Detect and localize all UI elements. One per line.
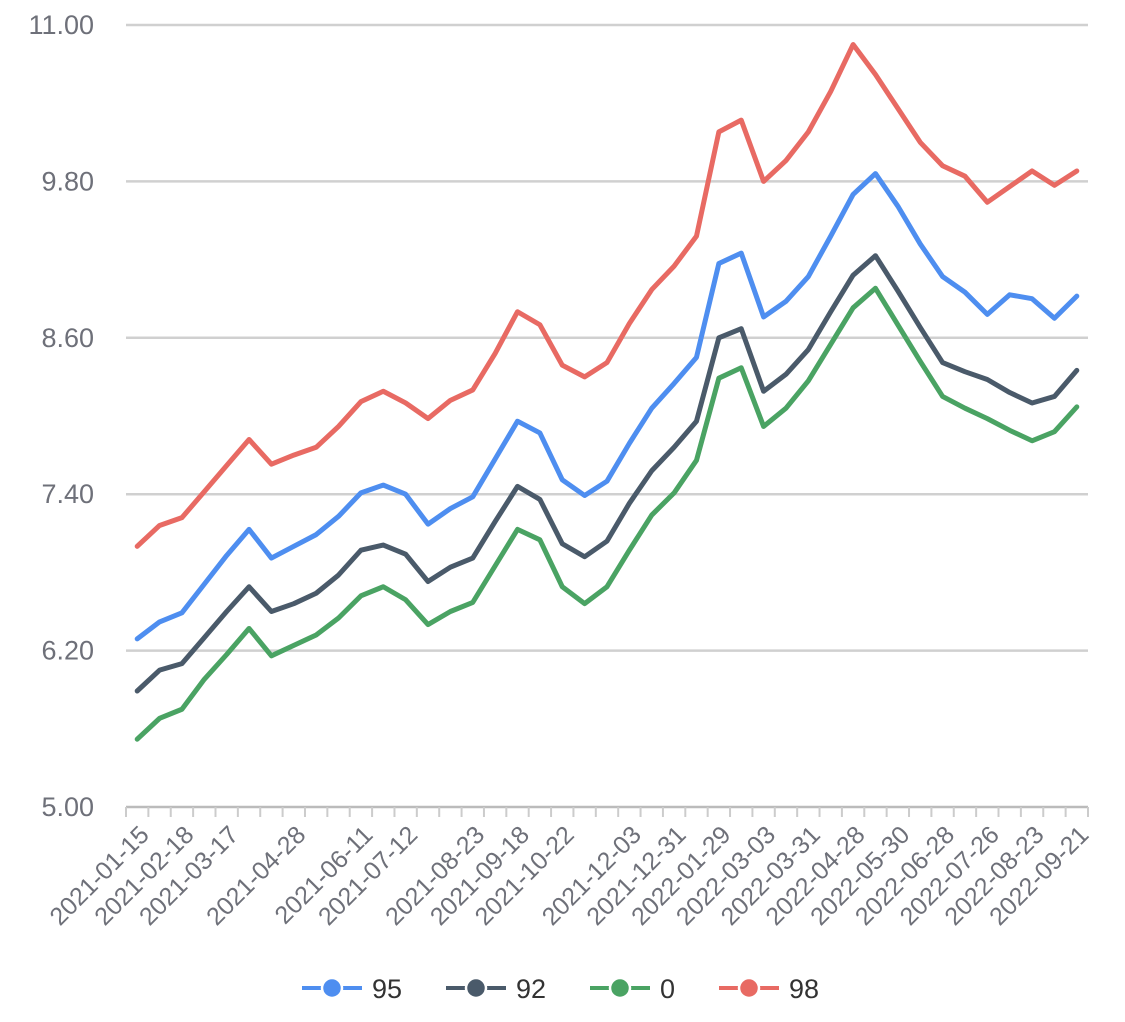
series-line-95: [134, 171, 1080, 642]
y-tick-label: 7.40: [41, 479, 94, 509]
series-lines: [134, 42, 1080, 742]
legend-marker-icon: [608, 976, 632, 1000]
series-line-98: [134, 42, 1080, 549]
y-tick-label: 11.00: [28, 10, 94, 40]
legend-marker-icon: [737, 976, 761, 1000]
legend[interactable]: 95 92 0 98: [302, 974, 819, 1004]
y-tick-label: 5.00: [41, 792, 94, 822]
legend-label: 92: [516, 974, 546, 1004]
series-line-0: [134, 285, 1080, 742]
series-line-92: [134, 253, 1080, 694]
legend-item-92[interactable]: 92: [446, 974, 546, 1004]
grid-lines: [126, 23, 1088, 809]
legend-label: 98: [789, 974, 819, 1004]
x-axis: 2021-01-152021-02-182021-03-172021-04-28…: [44, 807, 1094, 931]
legend-label: 0: [660, 974, 675, 1004]
legend-marker-icon: [320, 976, 344, 1000]
y-tick-label: 6.20: [41, 636, 94, 666]
legend-item-95[interactable]: 95: [302, 974, 402, 1004]
legend-item-0[interactable]: 0: [590, 974, 675, 1004]
y-axis: 5.00 6.20 7.40 8.60 9.80 11.00: [28, 10, 94, 822]
y-tick-label: 8.60: [41, 323, 94, 353]
legend-item-98[interactable]: 98: [719, 974, 819, 1004]
y-tick-label: 9.80: [41, 166, 94, 196]
legend-label: 95: [372, 974, 402, 1004]
legend-marker-icon: [464, 976, 488, 1000]
